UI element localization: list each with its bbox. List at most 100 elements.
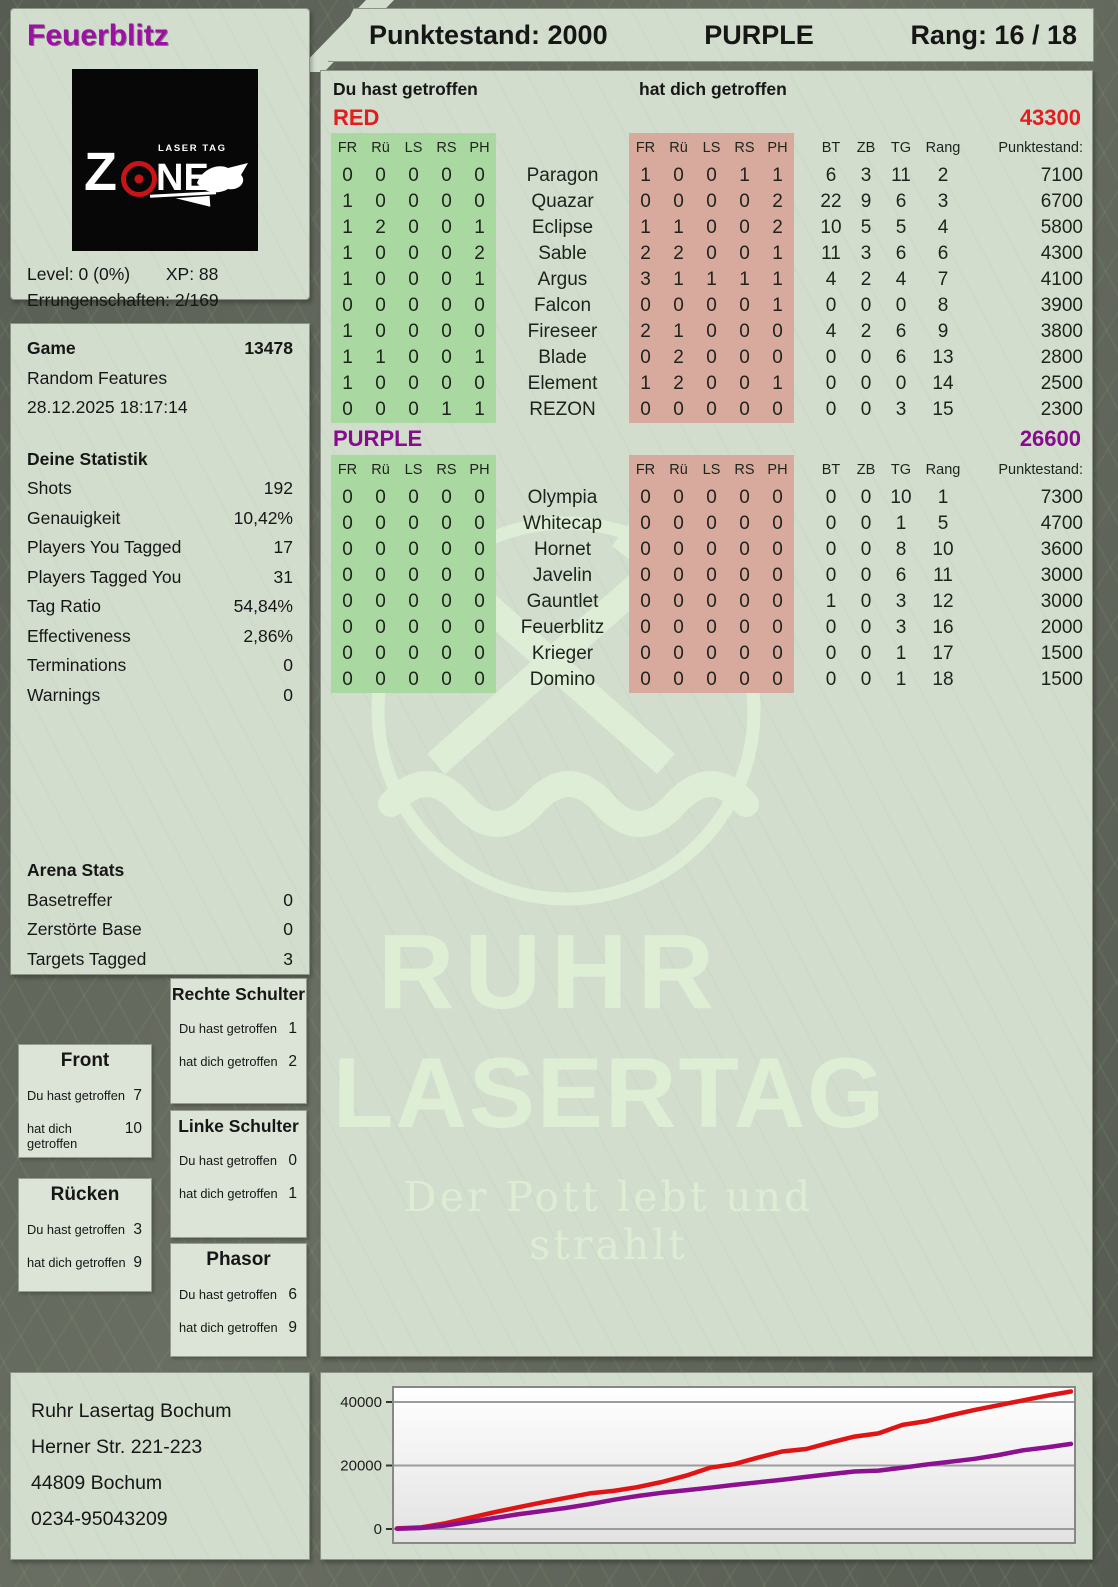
game-stats-panel: Game 13478 Random Features 28.12.2025 18… — [10, 323, 310, 975]
stat-cell: 12 — [932, 591, 954, 612]
stat-cell: 0 — [860, 669, 872, 690]
col-header: Punktestand: — [998, 140, 1083, 156]
team-name: RED — [333, 105, 380, 130]
hit-you-value: 2 — [288, 1053, 297, 1070]
stat-cell: 0 — [860, 347, 872, 368]
venue-address-panel: Ruhr Lasertag Bochum Herner Str. 221-223… — [10, 1372, 310, 1560]
hit-you-cell: 0 — [629, 615, 662, 641]
you-hit-cell: 0 — [364, 563, 397, 589]
hit-you-cell: 0 — [695, 215, 728, 241]
stat-cell: 11 — [933, 565, 953, 586]
hit-you-cell: 1 — [761, 293, 794, 319]
hit-you-cell: 0 — [629, 641, 662, 667]
hit-you-cell: 2 — [662, 345, 695, 371]
points-cell: 7300 — [1040, 487, 1083, 508]
you-hit-cell: 0 — [430, 319, 463, 345]
spacer-cell — [794, 455, 814, 485]
you-hit-cell: 1 — [331, 345, 364, 371]
team-score: 43300 — [1019, 105, 1081, 130]
hit-you-cell: 0 — [629, 397, 662, 423]
points-cell: 4100 — [1040, 269, 1083, 290]
hit-you-cell: 2 — [662, 371, 695, 397]
team-header-purple: PURPLE 26600 — [333, 426, 1081, 452]
you-hit-cell: 0 — [463, 293, 496, 319]
hit-you-cell: 0 — [761, 589, 794, 615]
stat-cell: 6 — [895, 321, 907, 342]
you-hit-label: Du hast getroffen — [27, 1088, 125, 1103]
spacer-cell — [794, 667, 814, 693]
you-hit-cell: 0 — [364, 537, 397, 563]
player-panel: Feuerblitz Z LASER TAG NE Level: 0 (0%) … — [10, 8, 310, 310]
you-hit-cell: 0 — [430, 589, 463, 615]
venue-name: Ruhr Lasertag Bochum — [31, 1400, 232, 1422]
spacer-cell — [794, 537, 814, 563]
hit-you-cell: 0 — [695, 345, 728, 371]
stat-cell: 0 — [825, 643, 837, 664]
game-mode: Random Features — [27, 367, 168, 388]
stat-cell: 0 — [825, 539, 837, 560]
col-header: FR — [629, 455, 662, 485]
stat-cell: 0 — [860, 617, 872, 638]
col-header: Rü — [662, 133, 695, 163]
hit-you-cell: 0 — [761, 641, 794, 667]
hit-you-label: hat dich getroffen — [27, 1255, 126, 1270]
hit-you-cell: 0 — [761, 485, 794, 511]
player-name: Feuerblitz — [27, 19, 169, 52]
level-label: Level: 0 (0%) — [27, 264, 131, 284]
hit-you-cell: 0 — [662, 511, 695, 537]
spacer-cell — [794, 589, 814, 615]
hit-you-label: hat dich getroffen — [179, 1320, 278, 1335]
stat-cell: 0 — [825, 487, 837, 508]
points-cell: 2300 — [1040, 399, 1083, 420]
hit-you-cell: 0 — [662, 641, 695, 667]
hit-you-cell: 1 — [695, 267, 728, 293]
score-progress-chart-panel: 0 20000 40000 — [320, 1372, 1093, 1560]
venue-city: 44809 Bochum — [31, 1472, 163, 1494]
points-cell: 1500 — [1040, 643, 1083, 664]
hit-you-cell: 1 — [728, 163, 761, 189]
you-hit-cell: 0 — [397, 345, 430, 371]
stat-cell: 8 — [895, 539, 907, 560]
hit-you-label: hat dich getroffen — [179, 1186, 278, 1201]
y-axis-tick-label: 20000 — [340, 1458, 382, 1475]
points-cell: 3000 — [1040, 591, 1083, 612]
stat-cell: 3 — [895, 399, 907, 420]
stat-cell: 4 — [825, 269, 837, 290]
xp-label: XP: 88 — [165, 264, 219, 284]
hit-you-cell: 0 — [695, 319, 728, 345]
you-hit-cell: 0 — [430, 293, 463, 319]
game-number: 13478 — [244, 338, 293, 359]
stat-cell: 3 — [937, 191, 949, 212]
hit-you-cell: 0 — [662, 397, 695, 423]
stat-row: Effectiveness 2,86% — [27, 625, 293, 646]
bodypart-title: Rücken — [50, 1184, 120, 1205]
hit-you-cell: 1 — [761, 163, 794, 189]
hit-you-cell: 0 — [695, 537, 728, 563]
you-hit-cell: 2 — [364, 215, 397, 241]
spacer-cell — [794, 563, 814, 589]
hit-you-cell: 0 — [728, 319, 761, 345]
spacer-cell — [794, 241, 814, 267]
you-hit-cell: 0 — [430, 615, 463, 641]
hit-you-cell: 0 — [629, 563, 662, 589]
you-hit-cell: 0 — [397, 511, 430, 537]
you-hit-cell: 0 — [397, 267, 430, 293]
you-hit-cell: 0 — [430, 345, 463, 371]
stat-cell: 1 — [825, 591, 837, 612]
stat-cell: 8 — [937, 295, 949, 316]
spacer-cell — [794, 163, 814, 189]
col-header: FR — [331, 455, 364, 485]
main-score-panel: RUHR LASERTAG Der Pott lebt und strahlt … — [320, 70, 1093, 1357]
stat-cell: 0 — [860, 591, 872, 612]
you-hit-value: 1 — [288, 1020, 297, 1037]
you-hit-cell: 0 — [364, 267, 397, 293]
col-header: Punktestand: — [998, 462, 1083, 478]
header-rank: Rang: 16 / 18 — [910, 19, 1077, 50]
player-name-cell: Eclipse — [531, 217, 594, 238]
you-hit-cell: 0 — [397, 537, 430, 563]
player-name-cell: Krieger — [531, 643, 594, 664]
you-hit-cell: 0 — [331, 589, 364, 615]
hit-you-cell: 0 — [662, 563, 695, 589]
hit-you-cell: 0 — [662, 615, 695, 641]
col-header: ZB — [856, 140, 876, 156]
